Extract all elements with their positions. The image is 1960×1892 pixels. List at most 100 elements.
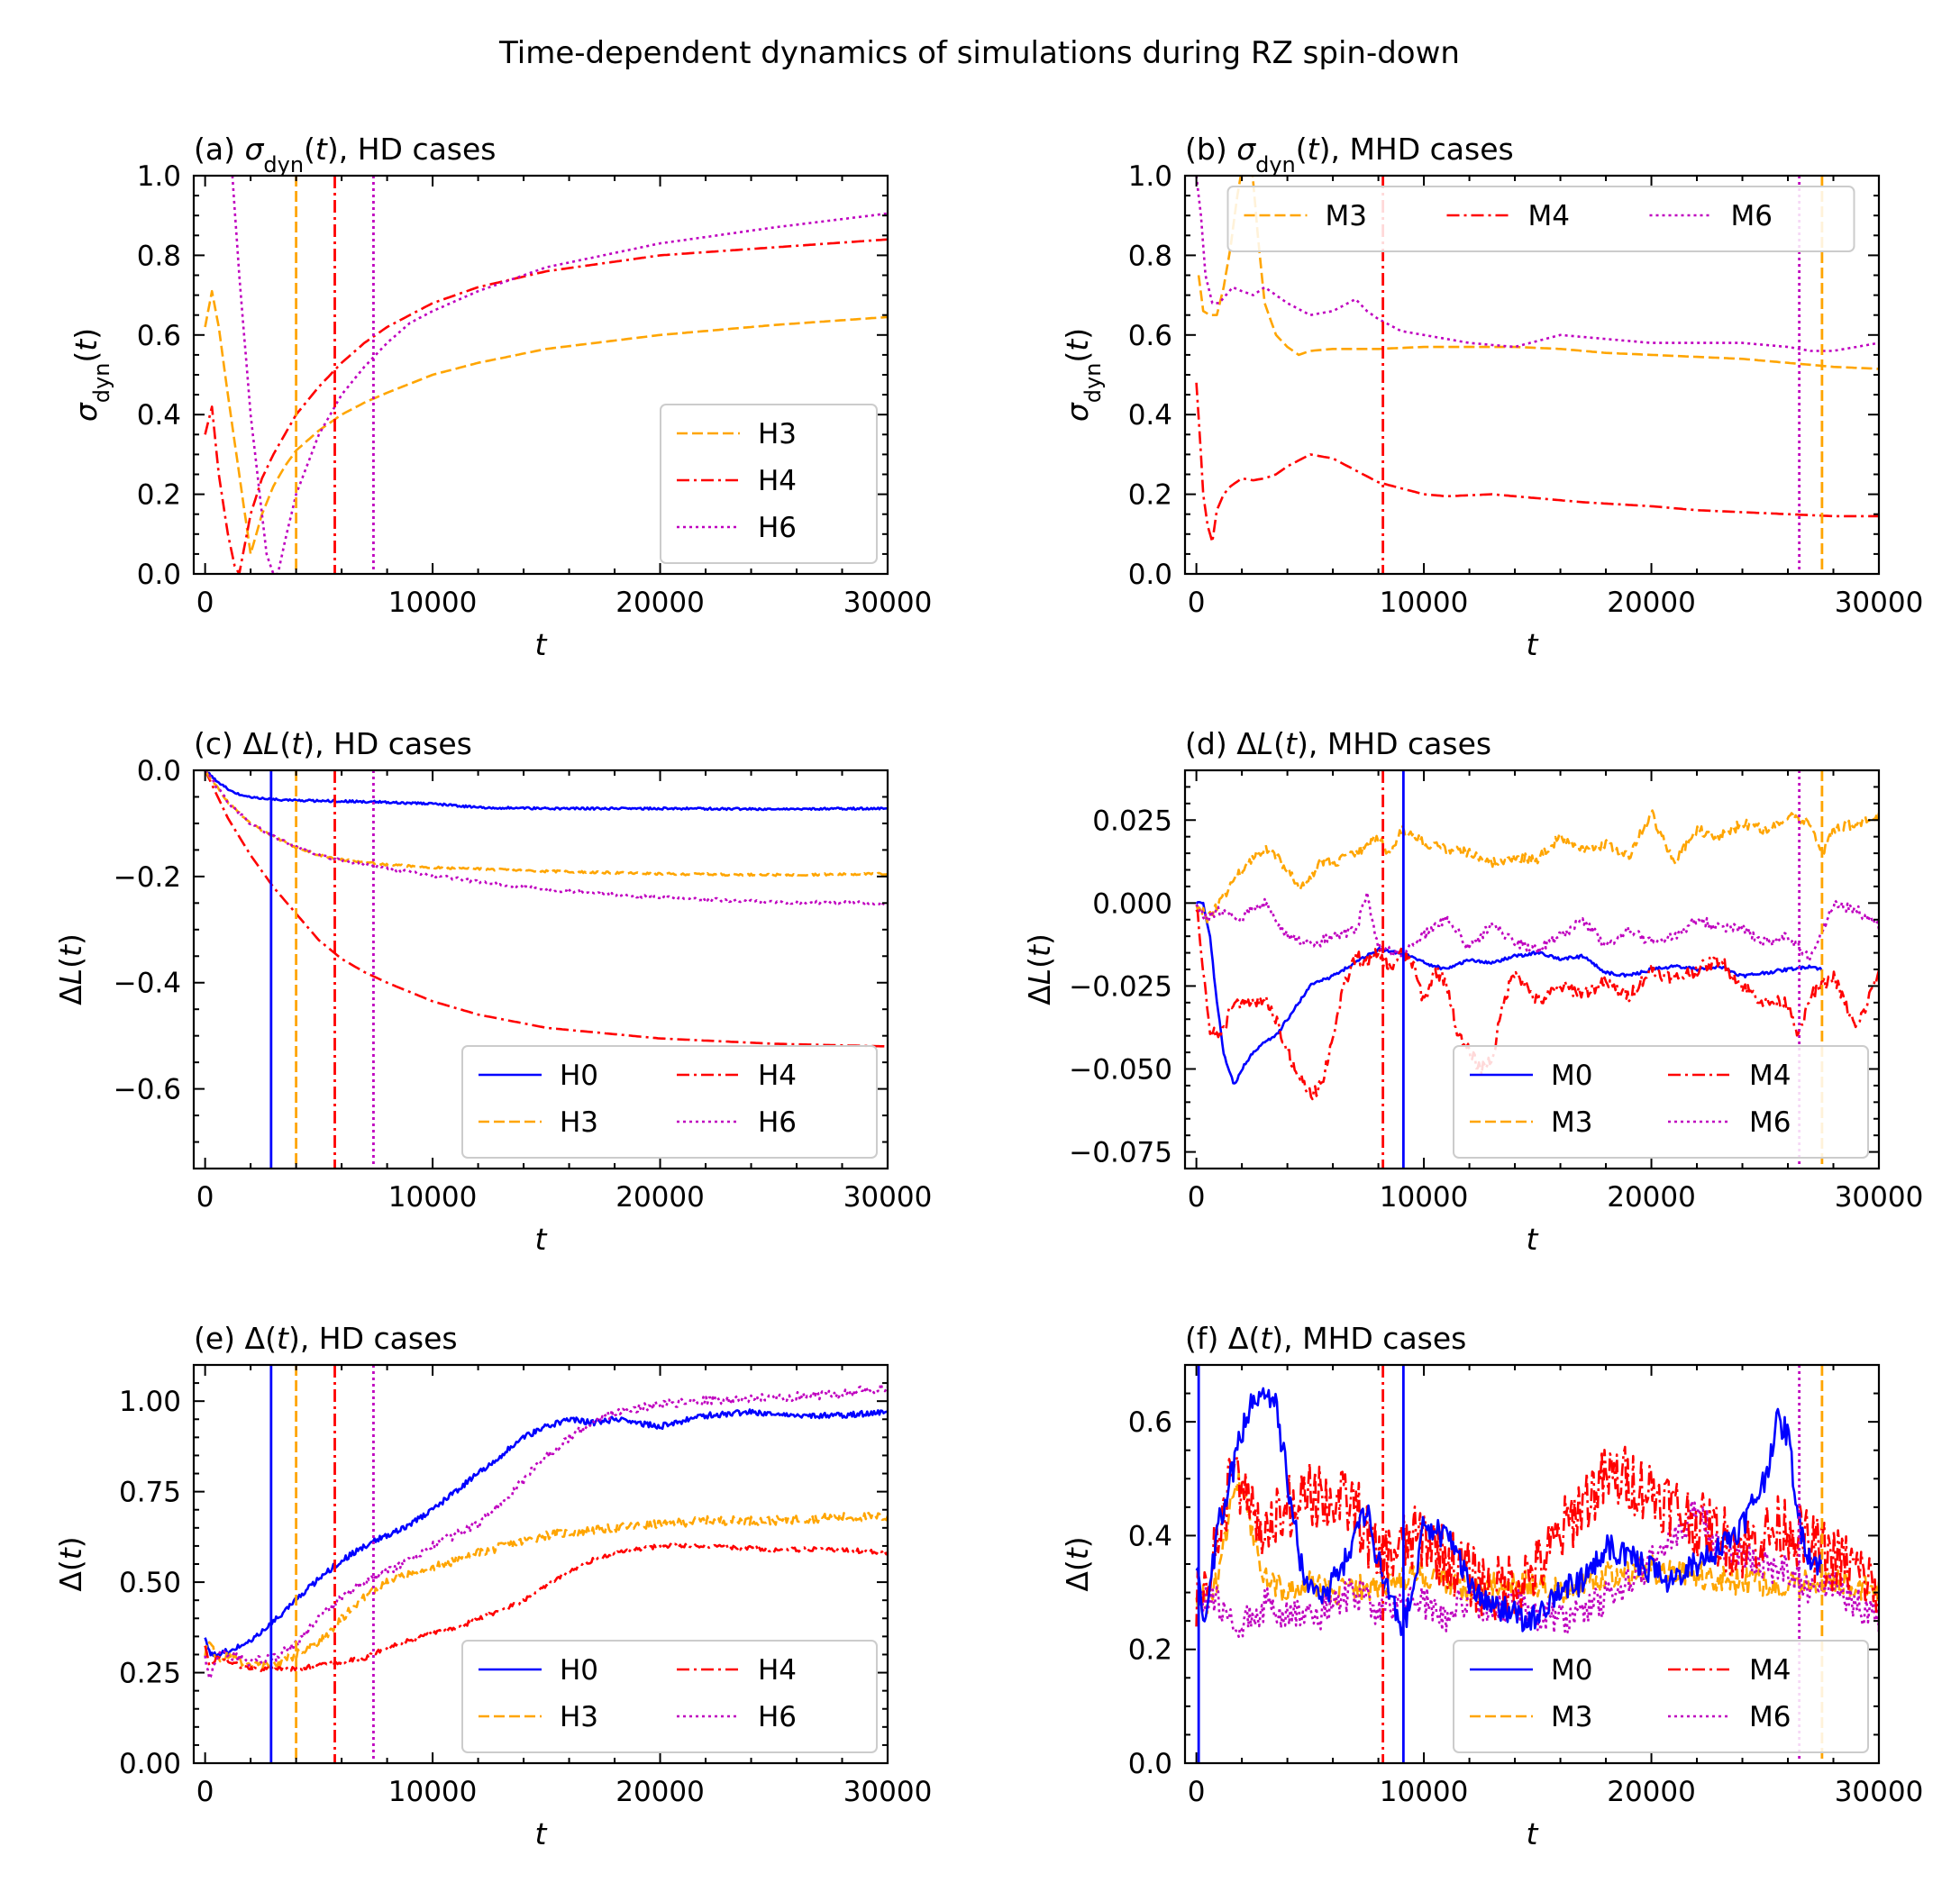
- xlabel-c: t: [535, 1222, 548, 1257]
- ytick-label-a: 0.6: [137, 320, 181, 352]
- xtick-label-f: 0: [1188, 1776, 1206, 1808]
- legend-label-e-H4: H4: [758, 1654, 797, 1687]
- panel-title-d-sym: Δ: [1236, 726, 1257, 761]
- ylabel-c: ΔL(t): [53, 933, 88, 1005]
- ylabel-c-sym: Δ: [53, 985, 88, 1005]
- ytick-label-b: 0.6: [1128, 320, 1172, 352]
- ytick-label-f: 0.4: [1128, 1520, 1172, 1552]
- legend-f: M0 M3 M4 M6: [1453, 1640, 1869, 1753]
- legend-label-b-M4: M4: [1528, 200, 1570, 232]
- panel-title-a-prefix: (a): [194, 132, 244, 167]
- ylabel-b: σdyn(t): [1060, 328, 1106, 422]
- panel-title-b-arg-close: ): [1319, 132, 1331, 167]
- series-line-c-H3: [204, 770, 888, 878]
- legend-label-f-M3: M3: [1551, 1701, 1592, 1733]
- xtick-label-e: 30000: [843, 1776, 933, 1808]
- series-group-a: [204, 176, 888, 574]
- legend-label-c-H6: H6: [758, 1106, 797, 1139]
- panel-title-c-suffix: , HD cases: [315, 726, 472, 761]
- legend-frame-e: [461, 1640, 878, 1753]
- ytick-label-e: 0.25: [119, 1658, 181, 1690]
- xtick-label-f: 20000: [1607, 1776, 1696, 1808]
- legend-label-f-M4: M4: [1749, 1654, 1791, 1687]
- series-group-e: [204, 1365, 888, 1763]
- panel-title-e-prefix: (e): [194, 1321, 245, 1356]
- ylabel-a-arg-close: ): [68, 328, 104, 340]
- ytick-label-d: 0.000: [1092, 887, 1172, 920]
- ylabel-b-arg: (: [1060, 351, 1095, 363]
- ytick-label-e: 0.00: [119, 1748, 181, 1780]
- panel-title-c: (c) ΔL(t), HD cases: [194, 726, 472, 761]
- ylabel-c-sym_italic: L: [53, 969, 88, 985]
- xtick-label-b: 30000: [1835, 587, 1924, 619]
- ylabel-e: Δ(t): [53, 1536, 88, 1591]
- legend-label-f-M6: M6: [1749, 1701, 1791, 1733]
- series-line-d-M3: [1195, 809, 1879, 923]
- panel-title-c-arg: (: [279, 726, 291, 761]
- ytick-label-d: −0.025: [1069, 970, 1172, 1003]
- series-line-b-M3: [1197, 176, 1879, 370]
- panel-title-b-sym: σ: [1236, 132, 1256, 167]
- legend-label-d-M3: M3: [1551, 1106, 1592, 1139]
- panel-title-c-arg-var: t: [291, 726, 304, 761]
- legend-label-d-M0: M0: [1551, 1060, 1592, 1092]
- legend-c: H0 H3 H4 H6: [461, 1045, 878, 1159]
- panel-title-f-arg-close: ): [1272, 1321, 1283, 1356]
- panel-title-c-sym_italic: L: [263, 726, 279, 761]
- xtick-label-c: 0: [196, 1181, 214, 1214]
- xlabel-d: t: [1527, 1222, 1539, 1257]
- ylabel-b-sym: σ: [1060, 402, 1095, 422]
- legend-label-b-M6: M6: [1731, 200, 1773, 232]
- ylabel-f: Δ(t): [1060, 1536, 1095, 1591]
- ytick-label-c: −0.6: [114, 1074, 181, 1106]
- legend-label-e-H6: H6: [758, 1701, 797, 1733]
- ytick-label-f: 0.6: [1128, 1406, 1172, 1439]
- ytick-label-b: 0.2: [1128, 479, 1172, 512]
- ylabel-f-arg: (: [1060, 1560, 1095, 1571]
- panel-title-b-sub: dyn: [1255, 152, 1296, 177]
- panel-title-f-suffix: , MHD cases: [1283, 1321, 1466, 1356]
- legend-label-d-M4: M4: [1749, 1060, 1791, 1092]
- panel-title-f-sym: Δ: [1228, 1321, 1249, 1356]
- legend-label-c-H4: H4: [758, 1060, 797, 1092]
- xtick-label-b: 10000: [1380, 587, 1469, 619]
- panel-title-e-arg: (: [265, 1321, 277, 1356]
- ylabel-a-sub: dyn: [89, 363, 114, 404]
- ytick-label-e: 1.00: [119, 1386, 181, 1418]
- series-line-f-M6: [1195, 1499, 1879, 1638]
- ylabel-b-arg-var: t: [1060, 339, 1095, 351]
- legend-e: H0 H3 H4 H6: [461, 1640, 878, 1753]
- ylabel-f-arg-var: t: [1060, 1547, 1095, 1560]
- ylabel-b-sub: dyn: [1080, 363, 1106, 404]
- ylabel-e-arg-close: ): [53, 1536, 88, 1548]
- panel-title-c-sym: Δ: [242, 726, 263, 761]
- panel-title-e-sym: Δ: [245, 1321, 266, 1356]
- legend-frame-b: [1226, 186, 1855, 252]
- ytick-label-a: 0.8: [137, 240, 181, 272]
- panel-title-a-arg: (: [304, 132, 315, 167]
- ylabel-d-arg-var: t: [1022, 944, 1057, 957]
- panel-title-f: (f) Δ(t), MHD cases: [1185, 1321, 1466, 1356]
- ylabel-c-arg: (: [53, 957, 88, 969]
- ytick-label-e: 0.75: [119, 1477, 181, 1509]
- ytick-label-c: −0.2: [114, 861, 181, 894]
- ytick-label-a: 0.0: [137, 559, 181, 591]
- panel-title-d-arg-close: ): [1297, 726, 1308, 761]
- xtick-label-a: 30000: [843, 587, 933, 619]
- legend-label-a-H6: H6: [758, 512, 797, 544]
- panel-title-e-arg-var: t: [277, 1321, 289, 1356]
- ylabel-d-arg: (: [1022, 957, 1057, 969]
- series-line-e-H0: [204, 1408, 888, 1658]
- panel-title-b-prefix: (b): [1185, 132, 1236, 167]
- ytick-label-f: 0.2: [1128, 1634, 1172, 1667]
- ytick-label-c: −0.4: [114, 968, 181, 1000]
- legend-label-c-H3: H3: [560, 1106, 598, 1139]
- legend-label-e-H3: H3: [560, 1701, 598, 1733]
- ylabel-d-sym: Δ: [1022, 985, 1057, 1005]
- ylabel-f-arg-close: ): [1060, 1536, 1095, 1548]
